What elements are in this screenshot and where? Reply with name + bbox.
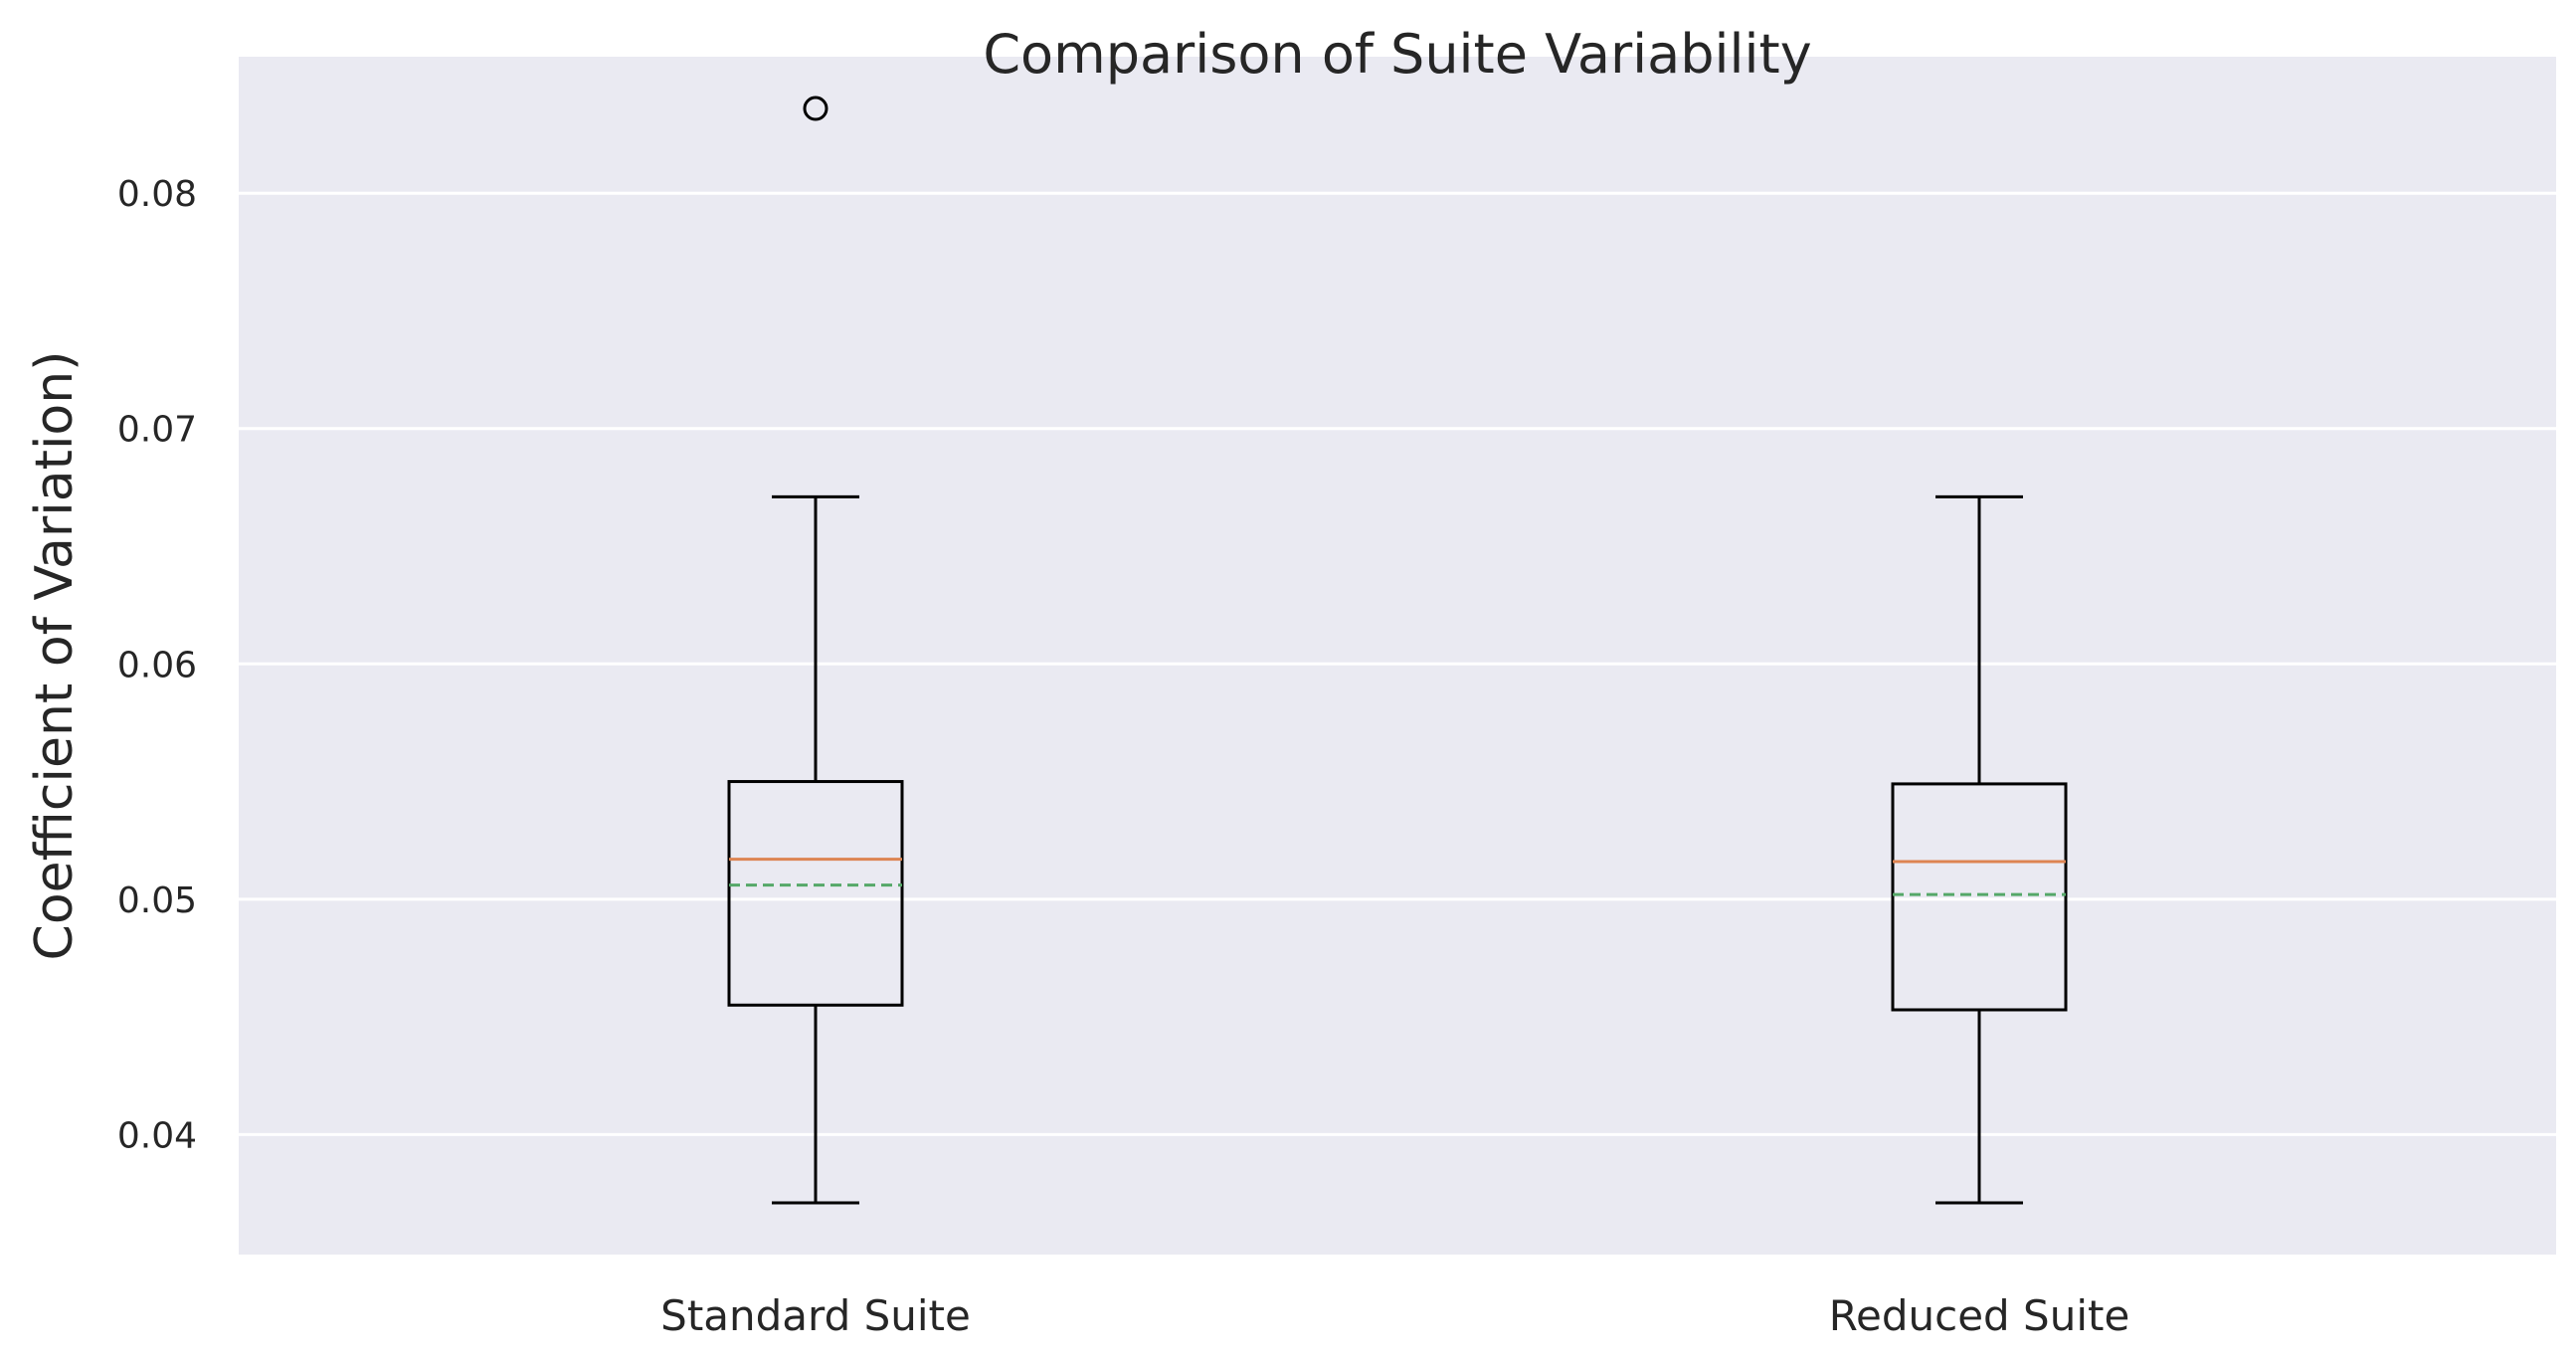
x-tick-label: Reduced Suite (1829, 1291, 2130, 1340)
y-tick-label: 0.08 (117, 174, 197, 215)
grid-lines (239, 191, 2556, 1136)
box-group (727, 96, 904, 1205)
x-tick-label: Standard Suite (660, 1291, 971, 1340)
outlier-point (803, 96, 828, 121)
boxes (727, 96, 2068, 1205)
x-axis-ticks: Standard Suite Reduced Suite (660, 1291, 2129, 1340)
iqr-box (1891, 782, 2068, 1012)
plot-area (239, 57, 2556, 1255)
y-tick-label: 0.06 (117, 645, 197, 685)
y-tick-label: 0.05 (117, 880, 197, 921)
y-tick-label: 0.04 (117, 1115, 197, 1156)
y-tick-label: 0.07 (117, 410, 197, 451)
iqr-box (727, 780, 904, 1007)
y-axis-label: Coefficient of Variation) (25, 351, 85, 961)
y-axis-ticks: 0.04 0.05 0.06 0.07 0.08 (117, 174, 197, 1156)
box-group (1891, 494, 2068, 1205)
chart-title: Comparison of Suite Variability (983, 23, 1811, 86)
